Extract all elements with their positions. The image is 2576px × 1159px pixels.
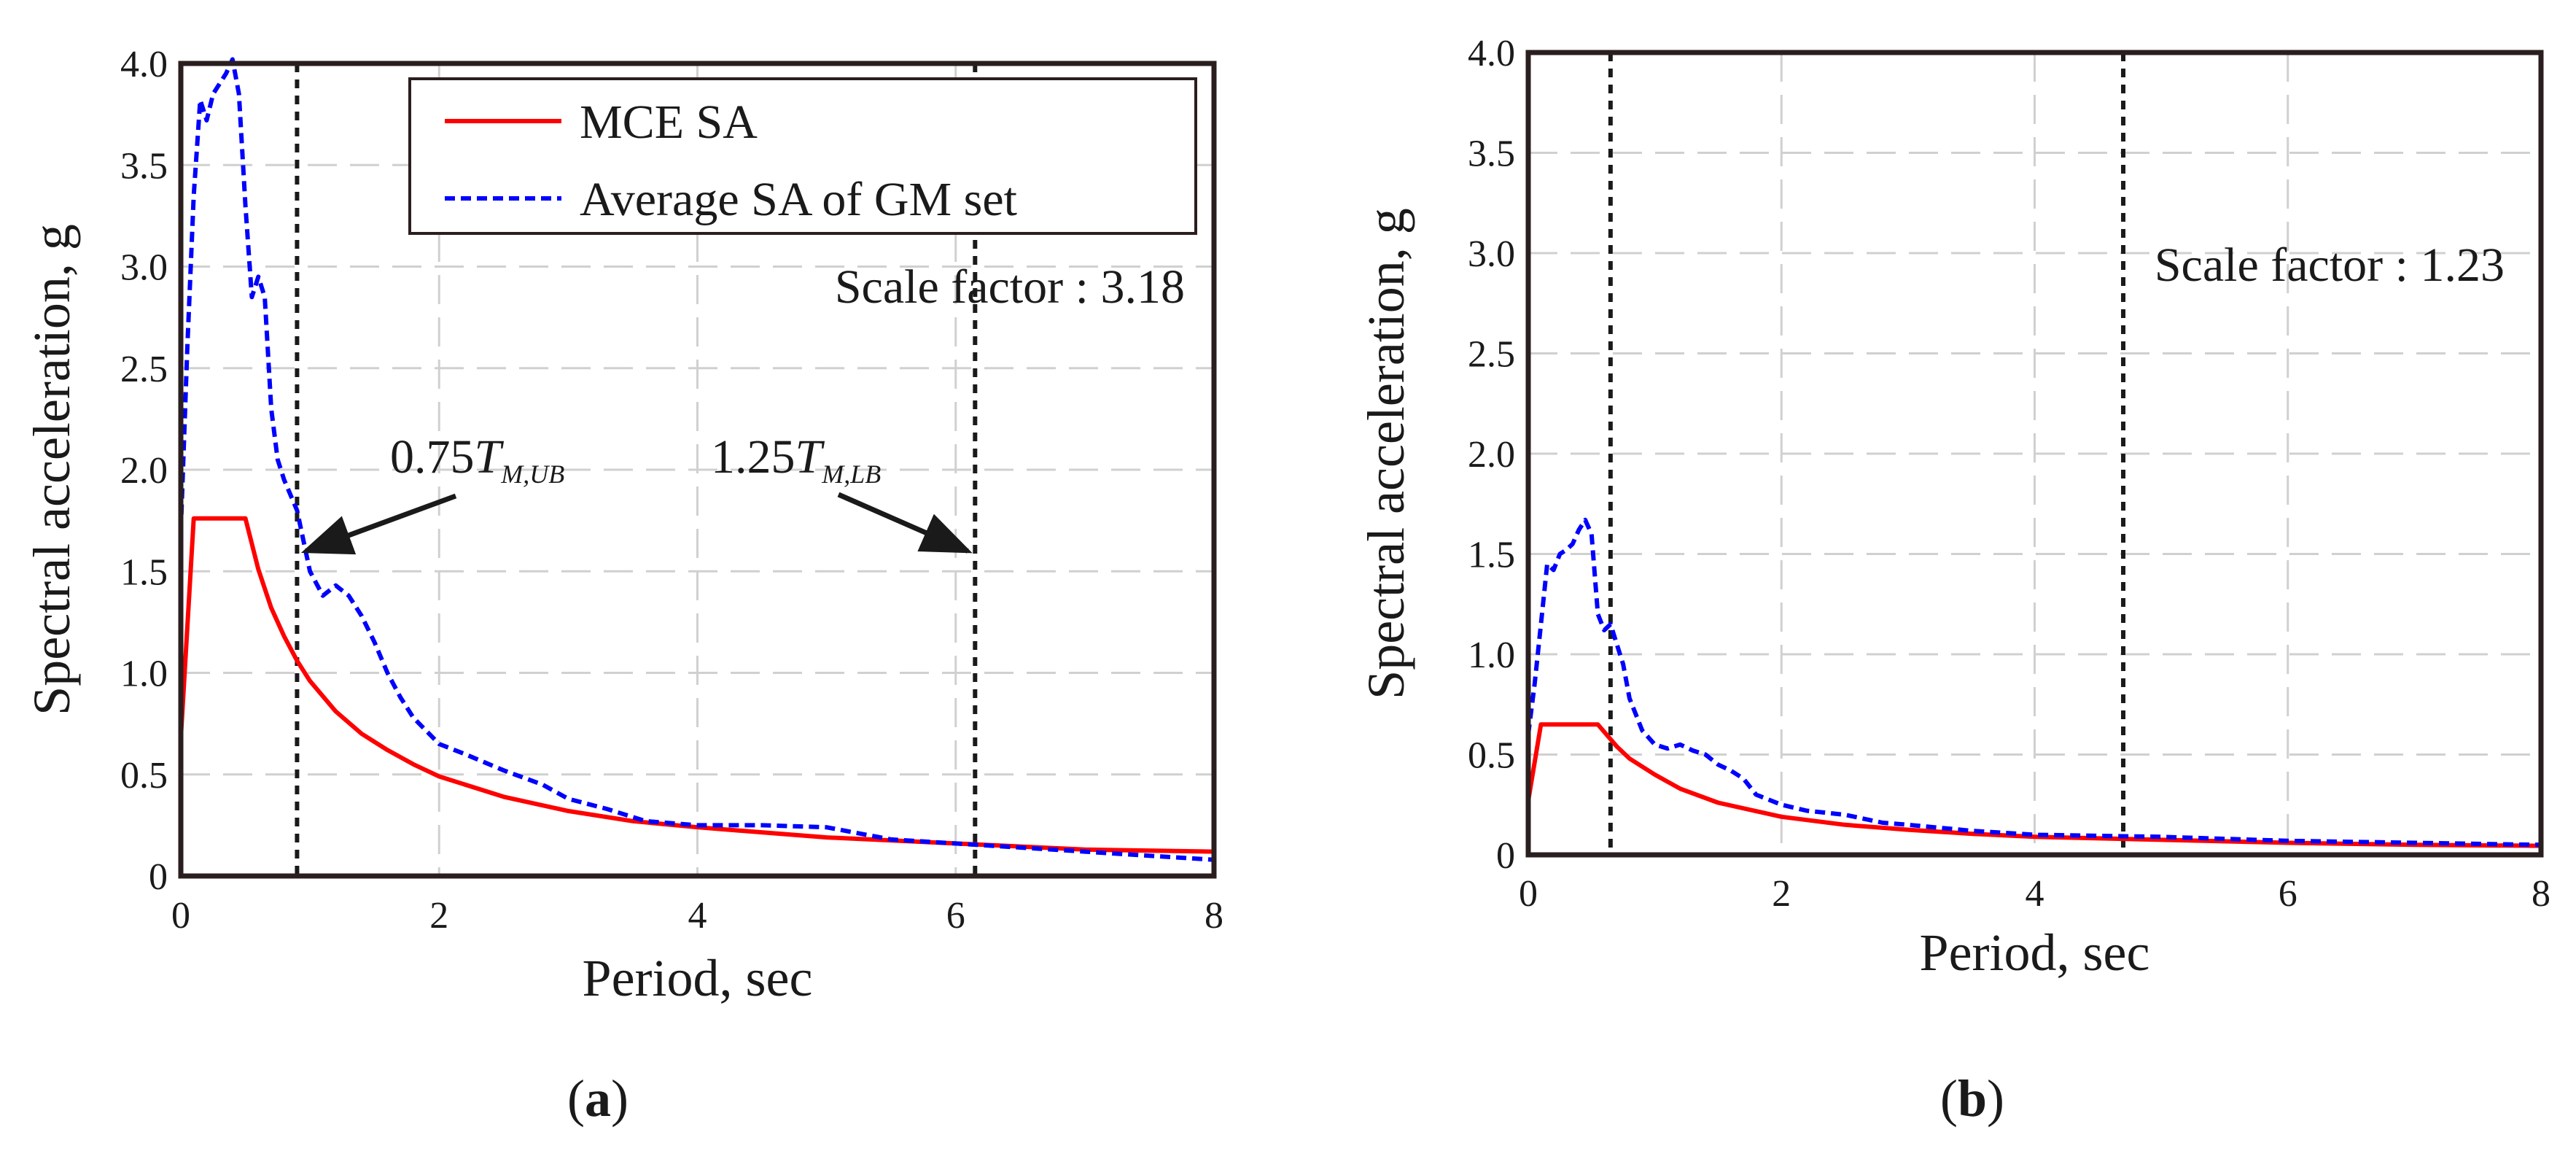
- annotation-arrow-075T: [300, 493, 457, 555]
- y-tick-label: 0.5: [1468, 735, 1515, 777]
- y-tick-label: 4.0: [120, 44, 168, 85]
- x-tick-label: 0: [1519, 873, 1538, 915]
- x-tick-labels: 0 2 4 6 8: [171, 895, 1223, 937]
- scale-factor-label: Scale factor : 3.18: [835, 260, 1185, 314]
- series-average-sa: [1526, 517, 2542, 848]
- y-tick-label: 2.0: [1468, 434, 1515, 476]
- y-tick-label: 2.5: [1468, 334, 1515, 376]
- legend-label-mce: MCE SA: [580, 96, 758, 149]
- series-average-sa: [179, 57, 1215, 862]
- x-axis-title: Period, sec: [583, 949, 813, 1007]
- series-layer: [1526, 517, 2543, 848]
- grid-lines: [1528, 53, 2541, 855]
- annotation-075T-subscript: M,UB: [500, 460, 564, 489]
- y-tick-label: 3.0: [120, 247, 168, 289]
- series-mce-sa: [1526, 722, 2543, 848]
- x-tick-label: 8: [2532, 873, 2550, 915]
- scale-factor-label: Scale factor : 1.23: [2155, 239, 2505, 292]
- series-mce-sa: [179, 516, 1216, 854]
- annotation-125T-symbol: T: [795, 430, 825, 484]
- caption-a-letter: a: [585, 1069, 611, 1128]
- y-tick-label: 0.5: [120, 755, 168, 796]
- y-tick-label: 0: [1496, 835, 1515, 877]
- y-tick-label: 1.5: [120, 551, 168, 593]
- annotation-125T-label: 1.25TM,LB: [711, 430, 881, 489]
- y-tick-labels: 0 0.5 1.0 1.5 2.0 2.5 3.0 3.5 4.0: [1468, 33, 1515, 877]
- x-axis-title: Period, sec: [1920, 923, 2150, 982]
- annotation-arrow-125T: [837, 492, 973, 554]
- series-layer: [179, 57, 1216, 862]
- y-tick-labels: 0 0.5 1.0 1.5 2.0 2.5 3.0 3.5 4.0: [120, 44, 168, 898]
- y-tick-label: 3.0: [1468, 233, 1515, 275]
- x-tick-label: 6: [946, 895, 965, 937]
- annotation-075T: 0.75TM,UB: [300, 430, 564, 555]
- annotation-125T-coef: 1.25: [711, 430, 795, 484]
- x-tick-label: 2: [1772, 873, 1791, 915]
- x-tick-label: 4: [688, 895, 707, 937]
- y-tick-label: 3.5: [1468, 133, 1515, 175]
- annotation-125T-subscript: M,LB: [821, 460, 881, 489]
- y-tick-label: 3.5: [120, 145, 168, 187]
- x-tick-label: 0: [171, 895, 190, 937]
- x-tick-label: 8: [1205, 895, 1223, 937]
- legend-box: [408, 77, 1197, 235]
- x-tick-label: 2: [429, 895, 448, 937]
- legend: MCE SA Average SA of GM set: [408, 77, 1197, 235]
- x-tick-labels: 0 2 4 6 8: [1519, 873, 2550, 915]
- y-tick-label: 1.0: [1468, 635, 1515, 676]
- x-tick-label: 6: [2279, 873, 2297, 915]
- annotation-125T: 1.25TM,LB: [711, 430, 973, 554]
- plot-frame: [178, 61, 1217, 879]
- plot-frame: [1525, 50, 2544, 858]
- annotation-075T-label: 0.75TM,UB: [390, 430, 564, 489]
- x-tick-label: 4: [2026, 873, 2044, 915]
- y-tick-label: 2.0: [120, 450, 168, 492]
- y-axis-title: Spectral acceleration, g: [1357, 208, 1415, 699]
- chart-panel-a: 0 0.5 1.0 1.5 2.0 2.5 3.0 3.5 4.0 0 2 4 6 8 Period, …: [23, 44, 1223, 1128]
- y-tick-label: 1.5: [1468, 535, 1515, 576]
- vertical-reference-lines: [1608, 53, 2126, 855]
- chart-panel-b: 0 0.5 1.0 1.5 2.0 2.5 3.0 3.5 4.0 0 2 4 6 8 Period, …: [1357, 33, 2550, 1128]
- y-axis-title: Spectral acceleration, g: [23, 224, 81, 716]
- annotation-075T-symbol: T: [475, 430, 505, 484]
- y-tick-label: 0: [149, 856, 168, 898]
- y-tick-label: 2.5: [120, 349, 168, 390]
- caption-b: (b): [1940, 1069, 2004, 1128]
- caption-a: (a): [567, 1069, 629, 1128]
- annotation-075T-coef: 0.75: [390, 430, 475, 484]
- legend-label-average: Average SA of GM set: [580, 173, 1017, 226]
- y-tick-label: 1.0: [120, 654, 168, 695]
- caption-b-letter: b: [1958, 1069, 1987, 1128]
- y-tick-label: 4.0: [1468, 33, 1515, 74]
